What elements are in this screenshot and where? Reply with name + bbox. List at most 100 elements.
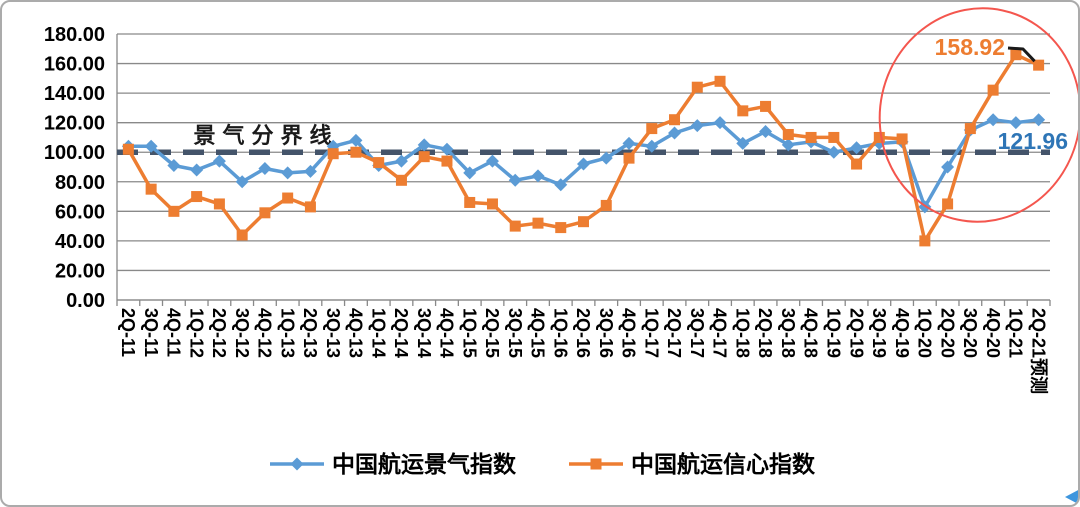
confidence-index-marker [942, 198, 954, 210]
x-axis-tick-label: 4Q-11 [164, 308, 184, 357]
confidence-index-marker [828, 131, 840, 143]
prosperity-index-marker [463, 166, 477, 180]
prosperity-index-marker [827, 145, 841, 159]
confidence-index-marker [873, 131, 885, 143]
confidence-index-marker [600, 199, 612, 211]
prosperity-index-marker [440, 142, 454, 156]
confidence-index-marker [213, 198, 225, 210]
x-axis-tick-label: 2Q-13 [300, 308, 320, 358]
x-axis-tick-label: 2Q-19 [846, 308, 866, 358]
y-axis-tick-label: 140.00 [44, 83, 105, 105]
confidence-index-marker [896, 133, 908, 145]
confidence-index-marker [418, 151, 430, 163]
x-axis-tick-label: 4Q-13 [346, 308, 366, 358]
x-axis-tick-label: 4Q-18 [801, 308, 821, 358]
x-axis-tick-label: 1Q-12 [186, 308, 206, 358]
prosperity-index-marker [622, 136, 636, 150]
x-axis-tick-label: 2Q-16 [573, 308, 593, 358]
prosperity-index-marker [736, 136, 750, 150]
x-axis-tick-label: 2Q-20 [937, 308, 957, 358]
prosperity-index-marker [850, 141, 864, 155]
confidence-index-marker [760, 100, 772, 112]
confidence-index-marker [964, 123, 976, 135]
y-axis-tick-label: 160.00 [44, 54, 105, 76]
confidence-index-marker [282, 192, 294, 204]
confidence-index-marker [168, 205, 180, 217]
confidence-index-marker [486, 198, 498, 210]
x-axis-tick-label: 2Q-11 [118, 308, 138, 357]
x-axis-tick-label: 3Q-18 [778, 308, 798, 358]
y-axis-tick-label: 100.00 [44, 142, 105, 164]
prosperity-index-marker [394, 154, 408, 168]
x-axis-tick-label: 3Q-14 [414, 308, 434, 358]
prosperity-index-marker [759, 125, 773, 139]
x-axis-tick-label: 2Q-17 [664, 308, 684, 358]
prosperity-index-marker [190, 163, 204, 177]
x-axis-tick-label: 4Q-14 [437, 308, 457, 358]
x-axis-tick-label: 2Q-15 [482, 308, 502, 358]
prosperity-index-marker [1032, 113, 1046, 127]
prosperity-index-marker [417, 138, 431, 152]
prosperity-index-marker [508, 173, 522, 187]
confidence-index-marker [578, 216, 589, 228]
y-axis-tick-label: 0.00 [66, 290, 105, 312]
prosperity-index-marker [690, 119, 704, 133]
prosperity-index-marker [645, 139, 659, 153]
confidence-index-marker [532, 217, 544, 229]
prosperity-index-marker [167, 159, 181, 173]
x-axis-tick-label: 1Q-17 [641, 308, 661, 358]
confidence-index-marker [327, 148, 339, 160]
prosperity-index-marker [713, 116, 727, 130]
y-axis-tick-label: 20.00 [55, 260, 105, 282]
x-axis-tick-label: 3Q-13 [323, 308, 343, 358]
annotation-connector [1007, 46, 1036, 63]
confidence-index-marker [782, 128, 794, 140]
prosperity-index-marker [941, 160, 955, 174]
confidence-index-marker [122, 143, 134, 155]
prosperity-index-marker [577, 157, 590, 171]
y-axis-tick-label: 120.00 [44, 113, 105, 135]
confidence-index-marker [395, 174, 407, 186]
highlight-ellipse [878, 7, 1078, 223]
prosperity-index-marker [349, 133, 363, 147]
x-axis-tick-label: 3Q-12 [232, 308, 252, 358]
prosperity-index-marker [531, 169, 545, 183]
confidence-index-marker [373, 157, 385, 169]
confidence-index-marker [191, 191, 203, 203]
x-axis-tick-label: 3Q-11 [141, 308, 161, 357]
confidence-index-marker [304, 201, 316, 213]
x-axis-tick-label: 1Q-21 [1006, 308, 1026, 358]
prosperity-index-marker [212, 154, 226, 168]
confidence-index-marker [805, 131, 817, 143]
x-axis-tick-label: 1Q-16 [550, 308, 570, 358]
confidence-index-marker [737, 105, 749, 117]
confidence-index-marker [350, 146, 362, 158]
prosperity-index-marker [485, 154, 499, 168]
threshold-label: 景气分界线 [193, 123, 338, 148]
x-axis-tick-label: 4Q-15 [528, 308, 548, 358]
confidence-index-marker [714, 75, 726, 87]
x-axis-tick-label: 2Q-14 [391, 308, 411, 358]
x-axis-tick-label: 4Q-20 [983, 308, 1003, 358]
confidence-index-marker [441, 155, 453, 167]
y-axis-tick-label: 180.00 [44, 24, 105, 46]
x-axis-tick-label: 1Q-20 [915, 308, 935, 358]
x-axis-tick-label: 3Q-16 [596, 308, 616, 358]
confidence-index-marker [509, 220, 521, 232]
confidence-index-marker [987, 84, 999, 96]
x-axis-tick-label: 3Q-15 [505, 308, 525, 358]
confidence-forecast-annotation: 158.92 [935, 34, 1005, 60]
legend-prosperity-index-label: 中国航运景气指数 [332, 451, 517, 477]
x-axis-tick-label: 4Q-12 [255, 308, 275, 358]
prosperity-index-marker [281, 166, 295, 180]
x-axis-tick-label: 3Q-17 [687, 308, 707, 358]
x-axis-tick-label: 1Q-18 [732, 308, 752, 358]
confidence-index-marker [1033, 59, 1045, 71]
y-axis-tick-label: 60.00 [55, 201, 105, 223]
x-axis-tick-label: 3Q-19 [869, 308, 889, 358]
prosperity-index-marker [303, 164, 317, 178]
x-axis-tick-label: 2Q-12 [209, 308, 229, 358]
confidence-index-marker [1010, 49, 1022, 61]
legend-prosperity-index-marker [290, 457, 304, 471]
